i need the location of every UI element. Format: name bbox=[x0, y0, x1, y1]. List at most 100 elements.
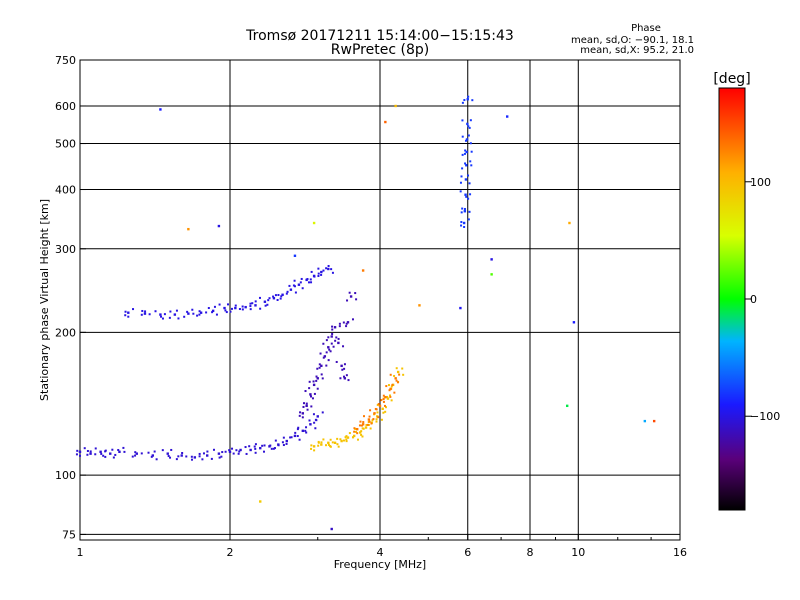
data-point bbox=[380, 399, 383, 402]
data-point bbox=[333, 441, 337, 445]
data-point bbox=[375, 420, 378, 423]
data-point bbox=[465, 164, 468, 167]
data-point bbox=[302, 405, 305, 408]
data-point bbox=[298, 438, 301, 441]
data-point bbox=[401, 367, 404, 370]
data-point bbox=[134, 451, 137, 454]
data-point bbox=[249, 302, 252, 305]
data-point bbox=[211, 309, 215, 313]
data-point bbox=[316, 387, 319, 390]
data-point bbox=[198, 455, 201, 458]
data-point bbox=[118, 450, 121, 454]
data-point bbox=[361, 269, 365, 272]
data-point bbox=[355, 427, 359, 431]
data-point bbox=[319, 352, 322, 355]
data-point bbox=[355, 430, 358, 433]
data-point bbox=[109, 452, 112, 455]
data-point bbox=[83, 447, 86, 450]
data-point bbox=[294, 291, 297, 294]
data-point bbox=[268, 297, 271, 300]
colorbar-ticks: 100 0 −100 bbox=[745, 176, 780, 423]
data-point bbox=[263, 444, 266, 447]
data-point bbox=[346, 436, 350, 439]
data-point bbox=[381, 407, 384, 410]
data-point bbox=[343, 377, 347, 380]
data-point bbox=[336, 443, 339, 446]
data-point bbox=[205, 311, 208, 314]
data-point bbox=[198, 310, 201, 313]
data-point bbox=[76, 449, 79, 452]
data-point bbox=[269, 444, 272, 447]
data-point bbox=[323, 355, 327, 358]
data-point bbox=[274, 439, 277, 442]
data-point bbox=[467, 125, 470, 128]
data-point bbox=[369, 427, 372, 430]
data-point bbox=[298, 414, 301, 417]
data-point bbox=[465, 195, 468, 198]
data-point bbox=[308, 419, 311, 422]
data-point bbox=[238, 450, 241, 453]
data-point bbox=[363, 415, 366, 418]
data-point bbox=[131, 455, 134, 458]
data-point bbox=[124, 314, 127, 317]
data-point bbox=[356, 438, 359, 441]
data-point bbox=[279, 297, 282, 300]
data-point bbox=[244, 305, 247, 309]
data-point bbox=[253, 445, 256, 448]
data-point bbox=[469, 160, 472, 163]
data-point bbox=[402, 373, 405, 376]
data-point bbox=[384, 395, 387, 399]
data-point bbox=[310, 270, 313, 273]
data-point bbox=[321, 411, 324, 414]
data-point bbox=[132, 308, 135, 311]
data-point bbox=[234, 306, 237, 310]
data-point bbox=[261, 444, 264, 447]
data-point bbox=[235, 449, 238, 452]
data-point bbox=[347, 379, 350, 382]
data-point bbox=[461, 207, 464, 210]
data-point bbox=[310, 395, 313, 398]
data-point bbox=[155, 458, 158, 461]
data-point bbox=[322, 438, 325, 441]
data-point bbox=[466, 98, 469, 101]
data-point bbox=[301, 429, 305, 433]
data-point bbox=[310, 281, 313, 284]
data-point bbox=[378, 404, 382, 408]
data-point bbox=[312, 221, 316, 225]
data-point bbox=[254, 447, 257, 450]
data-point bbox=[218, 456, 221, 459]
data-point bbox=[228, 450, 232, 454]
data-point bbox=[225, 311, 228, 314]
data-point bbox=[89, 450, 92, 453]
data-point bbox=[317, 272, 320, 275]
data-point bbox=[337, 337, 340, 340]
data-point bbox=[310, 444, 313, 447]
data-point bbox=[159, 313, 162, 316]
data-point bbox=[285, 439, 288, 443]
x-axis-label: Frequency [MHz] bbox=[334, 558, 426, 571]
data-point bbox=[231, 447, 234, 450]
y-tick-label: 400 bbox=[55, 184, 76, 197]
data-point bbox=[285, 442, 288, 445]
data-point bbox=[301, 416, 304, 419]
colorbar-tick-label: −100 bbox=[750, 410, 780, 423]
data-point bbox=[467, 134, 470, 137]
data-point bbox=[394, 377, 397, 380]
data-point bbox=[153, 450, 156, 453]
data-point bbox=[354, 292, 357, 295]
data-point bbox=[365, 424, 368, 427]
data-point bbox=[185, 455, 188, 458]
data-point bbox=[79, 454, 81, 457]
data-point bbox=[367, 418, 371, 421]
data-point bbox=[241, 308, 244, 311]
data-point bbox=[180, 454, 183, 457]
data-point bbox=[398, 373, 401, 376]
data-point bbox=[331, 441, 334, 444]
data-point bbox=[316, 415, 319, 418]
data-point bbox=[304, 429, 307, 432]
data-point bbox=[183, 315, 186, 318]
data-point bbox=[205, 454, 209, 457]
data-point bbox=[393, 391, 396, 394]
stats-line-x: mean, sd,X: 95.2, 21.0 bbox=[580, 45, 694, 56]
